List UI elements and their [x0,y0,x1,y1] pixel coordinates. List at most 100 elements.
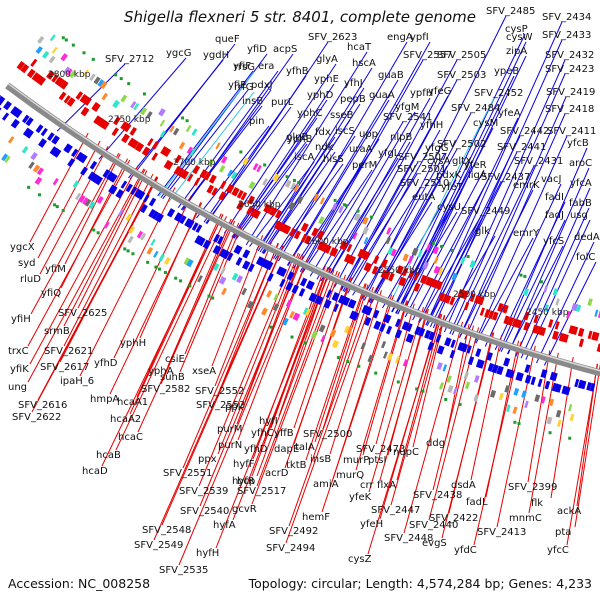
gene-label: ypfH [410,88,433,99]
reverse-feature [252,209,261,220]
gene-label: queF [215,34,240,45]
topology-label: Topology: circular; Length: 4,574,284 bp… [248,576,592,591]
category-feature [63,66,71,75]
gc-dot [523,274,527,278]
gene-label: yfeG [428,86,451,97]
forward-feature [578,380,587,390]
gene-label: fadI [545,192,564,203]
category-feature [433,265,441,275]
forward-feature [255,256,263,265]
category-feature [447,384,454,393]
gene-label-leader [391,191,462,313]
reverse-feature [463,301,470,311]
gene-label: SFV_2617 [40,362,89,373]
forward-feature [52,148,62,158]
forward-feature [508,369,515,379]
gene-label: ptsI [368,455,386,466]
category-feature [546,416,553,425]
category-feature [4,155,11,163]
gc-dot [123,247,127,251]
gene-label-leader [206,41,329,225]
gene-label: cysZ [348,554,372,565]
forward-feature [0,94,2,98]
gc-dot [269,325,273,329]
gene-label: ppk [225,402,244,413]
category-feature [97,79,105,87]
gene-label-leader [515,187,591,357]
reverse-feature [282,224,292,235]
forward-feature [186,219,195,229]
gene-label: SFV_2419 [546,87,595,98]
gene-label-leader [438,235,496,331]
forward-feature [106,171,115,181]
kbp-tick-label: 2500 kbp [453,290,496,300]
gene-label-leader [506,245,564,355]
gene-label-leader [29,164,139,365]
forward-feature [10,118,20,129]
gc-dot [548,431,552,435]
gene-label-leader [261,119,351,254]
gene-label: dsdA [451,480,476,491]
forward-feature [300,277,308,287]
gene-label: SFV_2442 [500,126,549,137]
gene-label: guaB [378,70,404,81]
gene-label: SFV_2492 [269,526,318,537]
gc-dot [292,178,296,182]
gene-label: pdxK [436,170,462,181]
reverse-feature [388,272,395,282]
gene-label: insB [310,454,331,465]
forward-feature [235,257,243,266]
gene-label-leader [355,300,408,471]
gene-label-leader [412,179,489,321]
gene-label-leader [498,147,588,352]
gene-label: aroC [569,158,592,169]
reverse-feature [174,154,182,164]
category-feature [442,364,448,372]
category-feature [425,243,431,251]
gene-label: dedA [574,232,600,243]
reverse-feature [46,70,56,80]
category-feature [159,119,166,127]
reverse-feature [469,293,476,302]
forward-feature [554,383,562,393]
gene-label-leader [63,173,154,347]
gene-label: hmpA [90,394,119,405]
gene-label-leader [211,235,264,367]
gene-label-leader [448,332,494,514]
category-feature [101,92,108,101]
category-feature [331,202,338,211]
gc-dot [374,371,378,375]
category-feature [272,173,280,182]
category-feature [353,212,361,222]
category-feature [464,381,471,390]
gene-label: yfiM [45,264,66,275]
forward-feature [266,272,274,282]
gene-label: SFV_2549 [134,540,183,551]
forward-feature [0,107,2,111]
category-feature [191,128,198,136]
gene-label: SFV_2505 [437,50,486,61]
gene-label: ygdH [203,50,229,61]
gc-dot [303,341,307,345]
gc-dot [92,228,96,232]
forward-feature [342,296,351,307]
gene-label: ygcG [166,48,192,59]
gene-label: acrD [265,468,289,479]
reverse-feature [186,173,194,182]
reverse-feature [311,227,320,237]
gene-label-leader [255,136,336,251]
forward-feature [179,215,187,225]
gene-label: crr [360,480,374,491]
reverse-feature [95,116,103,126]
gene-label: SFV_2441 [497,142,546,153]
forward-feature [242,249,251,259]
category-feature [360,342,367,350]
reverse-feature [246,206,254,215]
category-feature [146,246,154,255]
gene-label: trxC [8,346,29,357]
gene-label-leader [401,55,527,317]
forward-feature [75,151,86,162]
forward-feature [530,376,536,386]
category-feature [310,330,318,339]
reverse-feature [322,243,332,254]
